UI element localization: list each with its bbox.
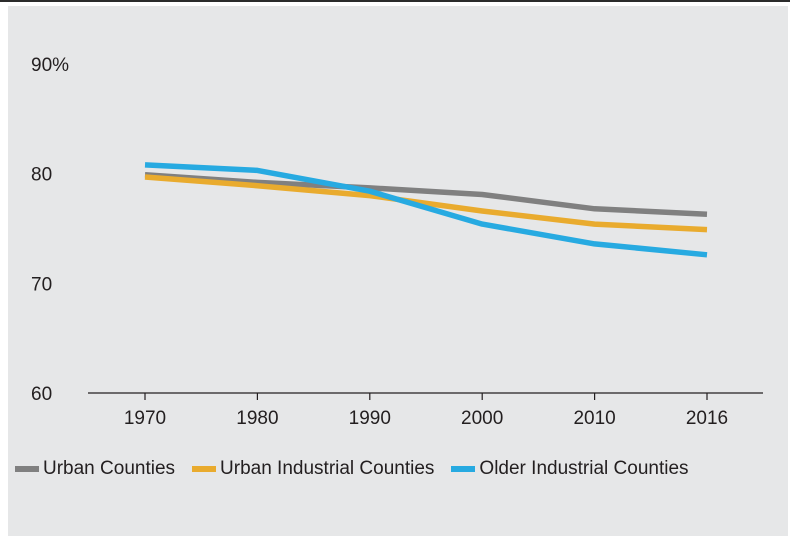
x-tick-label: 1990 [349,408,391,429]
x-tick-label: 2010 [573,408,615,429]
legend-item: Urban Industrial Counties [192,458,434,480]
legend-label: Older Industrial Counties [479,458,689,479]
chart-panel [8,6,788,536]
y-tick-label: 90% [31,55,69,76]
legend-label: Urban Industrial Counties [220,458,435,479]
legend-swatch [15,466,39,472]
legend-swatch [192,466,217,472]
x-tick-label: 1980 [236,408,278,429]
top-rule [0,0,790,2]
legend-item: Urban Counties [15,458,175,480]
series-line-1 [144,172,708,217]
legend: Urban Counties Urban Industrial Counties O… [15,455,706,483]
y-tick-label: 60 [31,384,52,405]
x-tick-label: 2000 [461,408,503,429]
y-tick-label: 80 [31,165,52,186]
series-line-3 [144,162,708,258]
legend-swatch [451,466,476,472]
x-tick-label: 2016 [686,408,728,429]
legend-item: Older Industrial Counties [451,458,689,480]
y-tick-label: 70 [31,274,52,295]
x-tick-label: 1970 [124,408,166,429]
series-line-2 [144,174,708,233]
legend-label: Urban Counties [43,458,176,479]
